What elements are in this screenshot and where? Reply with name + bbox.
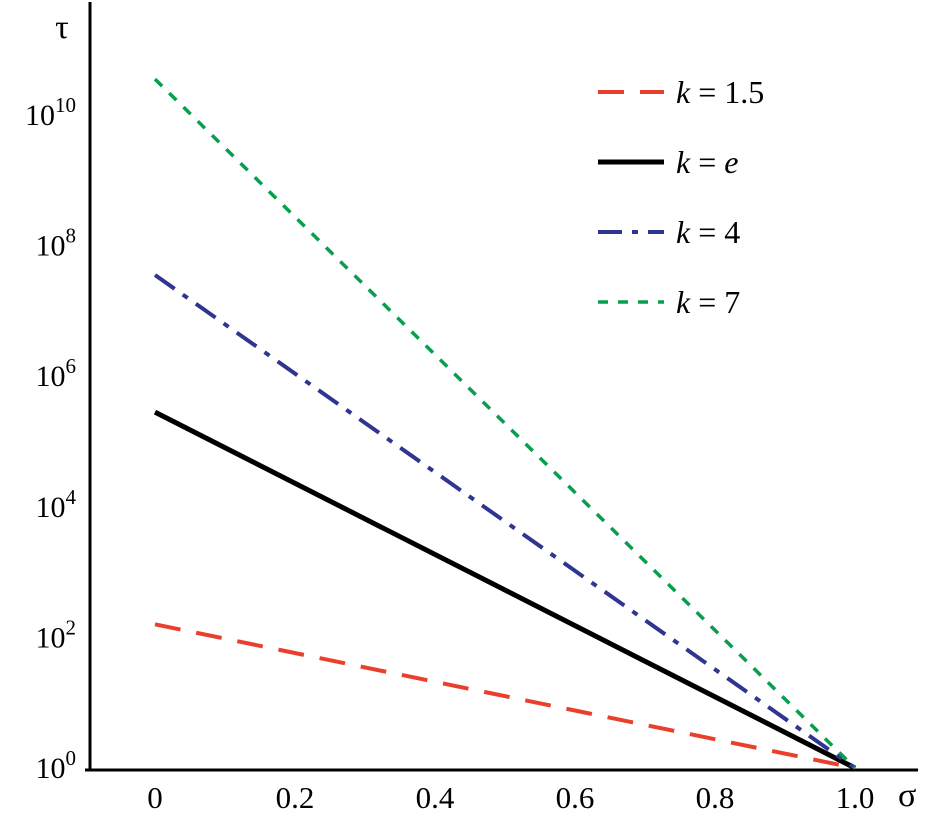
y-tick-label: 104: [36, 485, 77, 524]
y-axis-label: τ: [55, 9, 69, 46]
x-axis-label: σ: [898, 777, 916, 814]
y-tick-label: 106: [36, 354, 77, 393]
legend-label-e: k = e: [676, 144, 738, 180]
x-tick-label: 0.4: [416, 780, 455, 815]
y-tick-label: 1010: [25, 93, 76, 132]
x-tick-label: 1.0: [836, 780, 875, 815]
legend-label-7: k = 7: [676, 284, 740, 320]
series-line-1.5: [154, 622, 856, 770]
x-tick-label: 0.8: [696, 780, 735, 815]
y-tick-label: 102: [36, 615, 77, 654]
x-tick-label: 0: [147, 780, 163, 815]
series-line-e: [153, 409, 857, 771]
x-tick-label: 0.6: [556, 780, 595, 815]
series-line-4: [153, 273, 857, 770]
y-tick-label: 100: [36, 746, 77, 785]
legend-label-4: k = 4: [676, 214, 740, 250]
y-tick-label: 108: [36, 224, 77, 263]
series-line-7: [153, 77, 857, 770]
legend-label-1.5: k = 1.5: [676, 74, 764, 110]
x-tick-label: 0.2: [276, 780, 315, 815]
